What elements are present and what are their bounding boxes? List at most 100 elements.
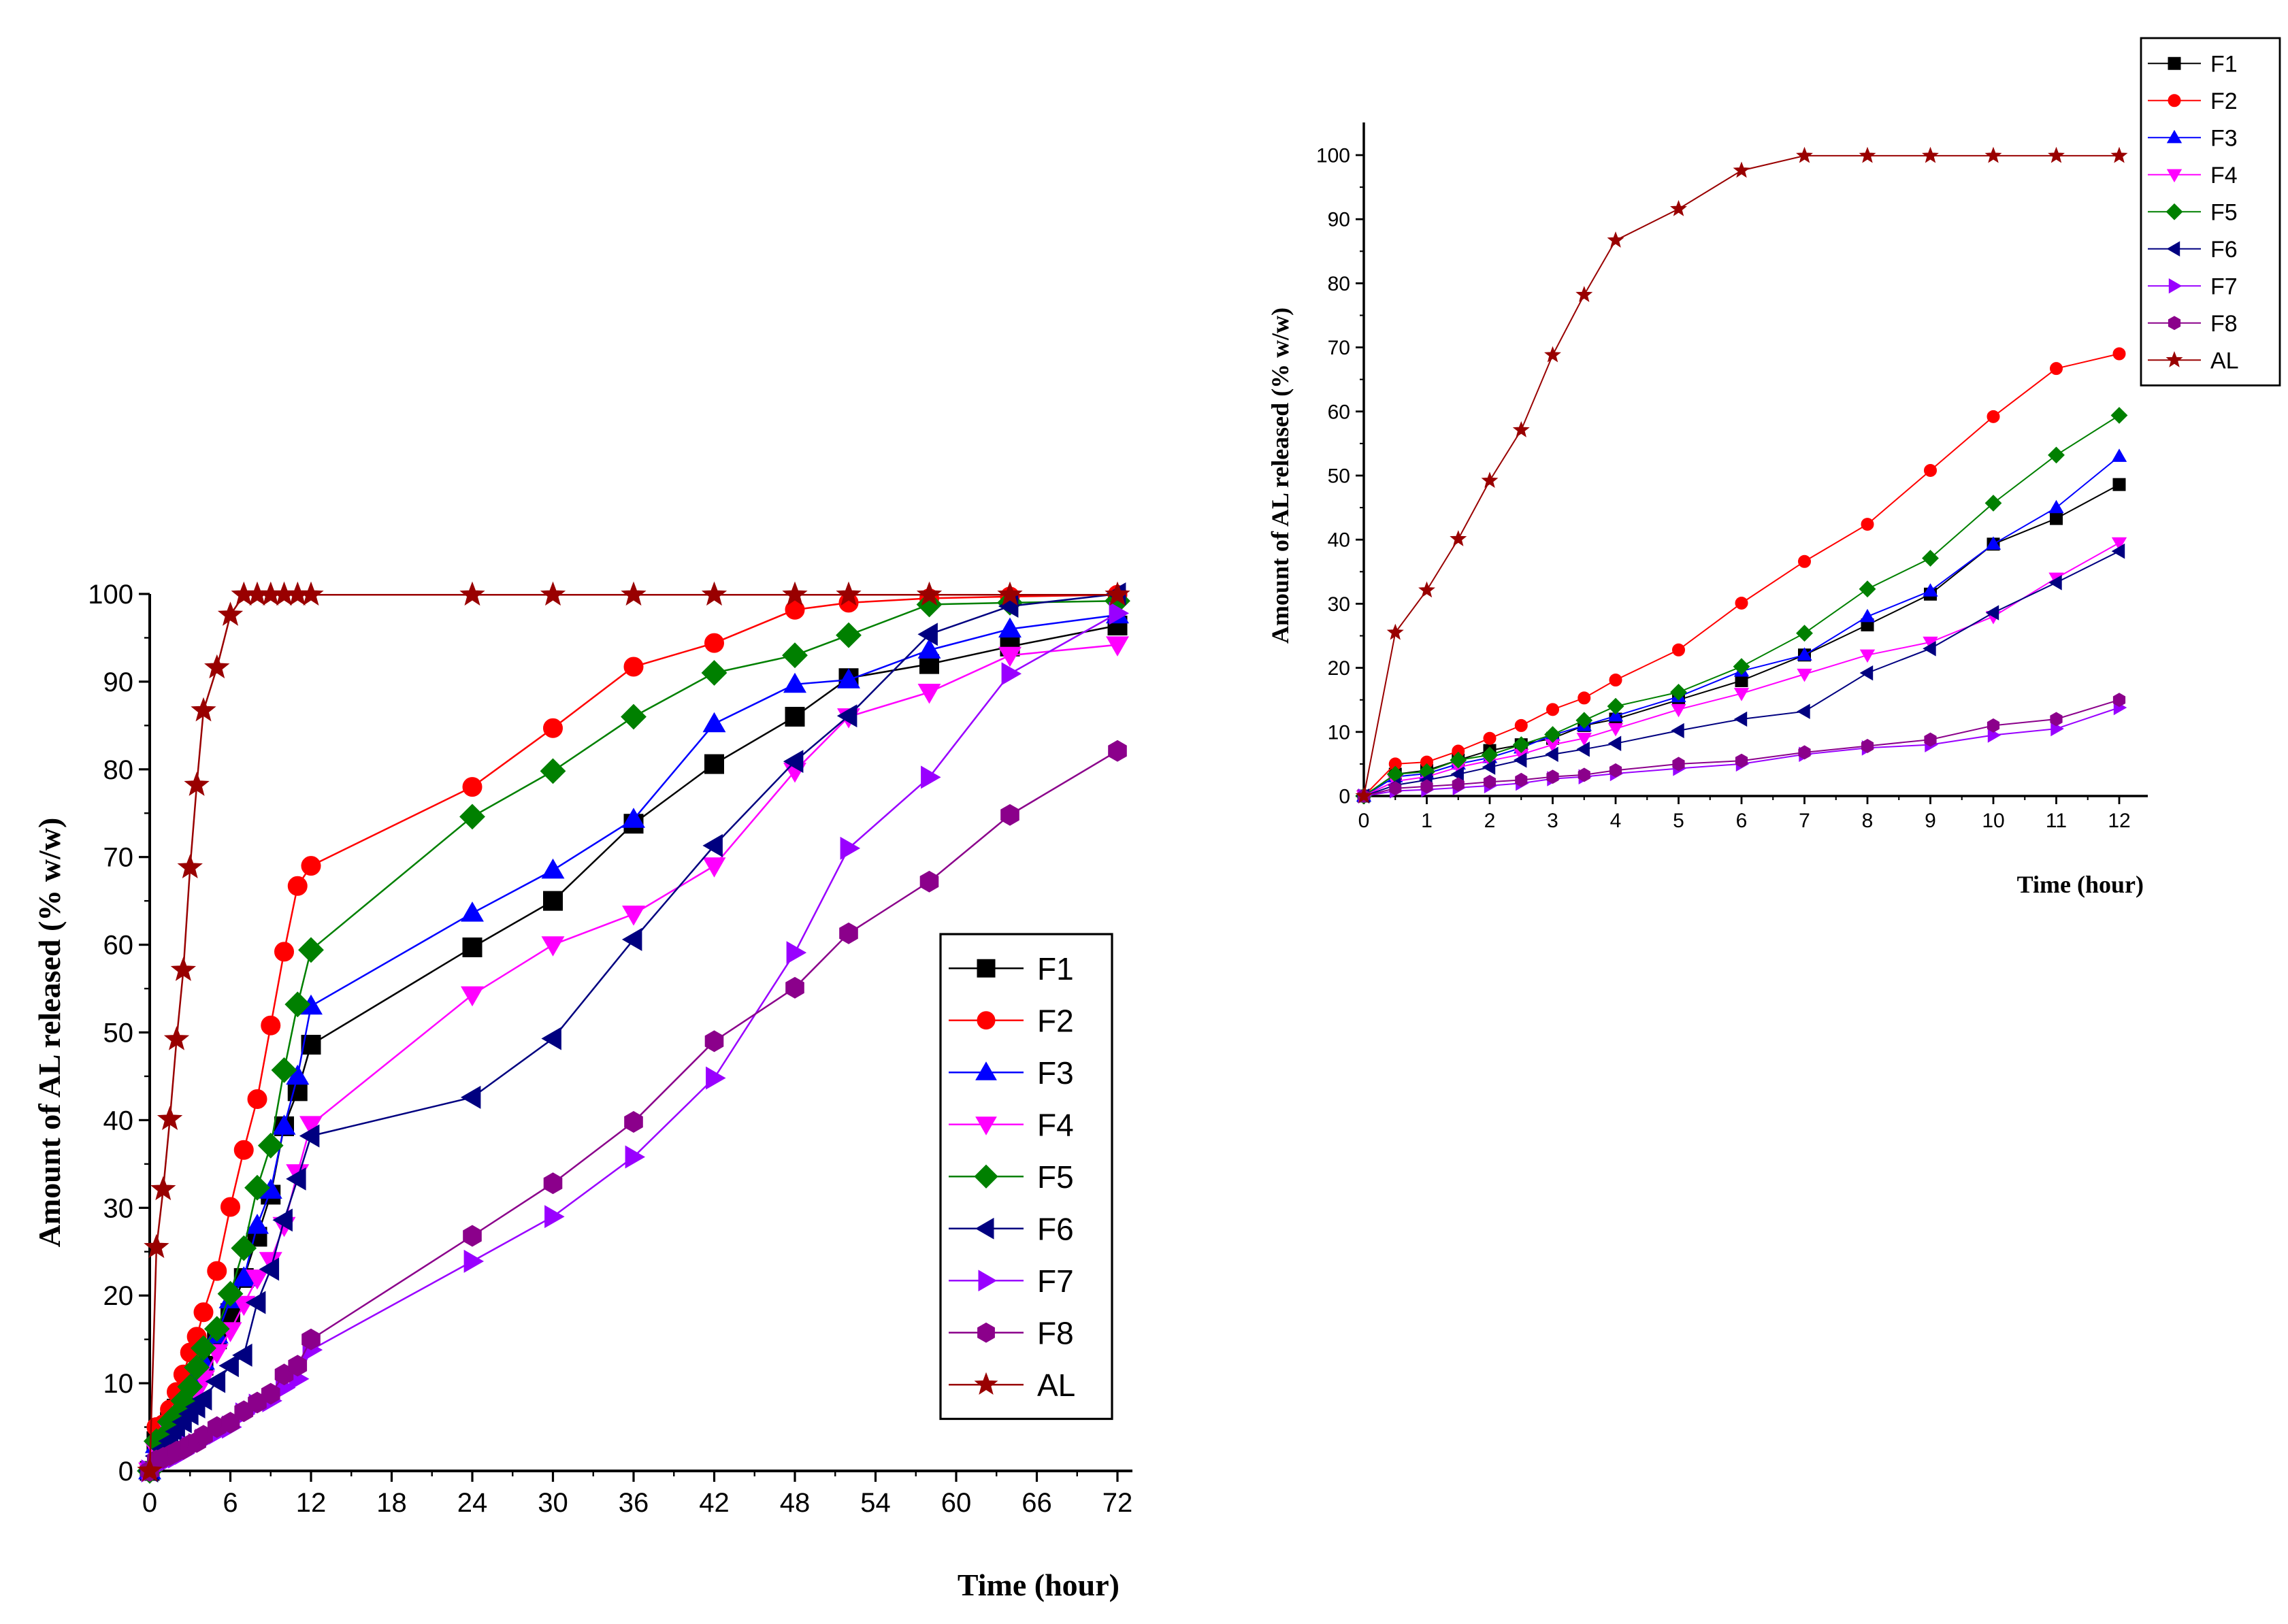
right-point-al — [1859, 146, 1876, 163]
right-point-f5 — [1796, 625, 1813, 642]
right-legend-marker-f8 — [2168, 316, 2181, 331]
right-point-f4 — [1733, 688, 1750, 701]
left-y-tick-label: 30 — [103, 1193, 134, 1223]
left-point-al — [157, 1106, 183, 1130]
left-point-f5 — [244, 1174, 270, 1201]
left-point-al — [204, 654, 230, 679]
left-point-f6 — [232, 1343, 252, 1367]
left-point-f2 — [301, 856, 321, 876]
left-y-tick-label: 10 — [103, 1369, 134, 1399]
left-point-f3 — [622, 808, 645, 828]
left-y-tick-label: 40 — [103, 1106, 134, 1136]
left-point-f7 — [706, 1066, 726, 1090]
right-point-f6 — [1985, 605, 1999, 620]
left-point-al — [150, 1176, 176, 1201]
right-legend-label-f1: F1 — [2210, 51, 2238, 77]
left-point-f3 — [246, 1213, 269, 1234]
left-y-tick-label: 0 — [118, 1457, 133, 1487]
right-point-f2 — [1483, 731, 1497, 745]
left-x-tick-label: 42 — [699, 1488, 730, 1518]
right-y-axis-title: Amount of AL released (% w/w) — [1266, 308, 1294, 644]
right-point-f3 — [1797, 647, 1812, 661]
left-point-f2 — [207, 1261, 227, 1281]
left-point-f5 — [257, 1132, 284, 1159]
left-point-al — [540, 581, 566, 606]
left-point-f4 — [246, 1270, 269, 1290]
right-point-al — [2048, 146, 2065, 163]
left-point-f2 — [543, 718, 563, 738]
left-point-f6 — [259, 1257, 280, 1281]
right-point-f2 — [1798, 554, 1811, 568]
right-legend-label-f6: F6 — [2210, 237, 2238, 263]
right-y-tick-label: 80 — [1328, 273, 1350, 295]
left-y-tick-label: 70 — [103, 843, 134, 873]
right-y-tick-label: 10 — [1328, 721, 1350, 744]
left-point-f3 — [232, 1266, 256, 1287]
right-point-f6 — [1671, 723, 1684, 739]
left-legend-marker-f3 — [975, 1061, 997, 1080]
right-point-f5 — [1670, 683, 1687, 701]
left-point-f5 — [298, 937, 324, 963]
left-point-al — [916, 581, 943, 606]
left-point-f2 — [287, 876, 308, 896]
left-point-f6 — [191, 1387, 212, 1411]
right-y-tick-label: 50 — [1328, 465, 1350, 488]
right-series-line-f1 — [1363, 484, 2120, 797]
left-point-al — [163, 1026, 190, 1050]
left-point-f6 — [218, 1354, 239, 1378]
right-point-f4 — [1797, 668, 1812, 682]
right-point-f6 — [1859, 665, 1874, 681]
right-y-tick-label: 30 — [1328, 593, 1350, 616]
left-point-f8 — [839, 922, 858, 944]
left-point-f7 — [921, 765, 941, 789]
left-legend-label-f2: F2 — [1037, 1003, 1074, 1038]
right-point-f5 — [1859, 580, 1876, 598]
left-x-tick-label: 72 — [1102, 1488, 1133, 1518]
left-point-f4 — [622, 906, 645, 926]
right-point-al — [1481, 471, 1499, 488]
left-point-al — [137, 1457, 163, 1482]
right-legend-marker-f5 — [2166, 203, 2183, 220]
left-point-f5 — [203, 1316, 230, 1342]
right-point-al — [1512, 421, 1530, 437]
right-point-f6 — [1607, 735, 1622, 751]
left-point-f5 — [836, 622, 862, 648]
left-legend-label-f7: F7 — [1037, 1263, 1074, 1299]
right-point-f5 — [1922, 550, 1939, 567]
left-point-al — [191, 697, 216, 722]
right-x-tick-label: 8 — [1862, 810, 1874, 832]
right-point-f3 — [1923, 583, 1938, 597]
left-point-f5 — [621, 703, 647, 730]
left-point-f4 — [702, 857, 726, 878]
left-point-f2 — [704, 633, 724, 653]
left-point-f5 — [271, 1057, 297, 1083]
right-point-f8 — [1578, 767, 1590, 782]
right-point-f4 — [2111, 537, 2127, 551]
left-y-tick-label: 80 — [103, 755, 134, 785]
right-point-f6 — [1733, 711, 1748, 727]
left-legend-marker-f7 — [978, 1270, 998, 1292]
right-point-f4 — [1607, 723, 1624, 737]
right-x-tick-label: 6 — [1736, 810, 1748, 832]
left-point-f4 — [299, 1116, 323, 1136]
right-legend-marker-f3 — [2166, 129, 2183, 144]
left-point-f2 — [623, 657, 644, 677]
left-legend-label-f8: F8 — [1037, 1315, 1074, 1350]
left-legend-label-f3: F3 — [1037, 1055, 1074, 1091]
left-point-f6 — [299, 1124, 320, 1148]
right-point-f2 — [1924, 463, 1937, 477]
right-legend: F1 F2 F3 F4 F5 F6 F7 F8 AL — [2140, 37, 2281, 386]
right-point-f5 — [1544, 726, 1561, 744]
left-x-axis-title: Time (hour) — [958, 1568, 1120, 1602]
right-point-al — [1670, 199, 1687, 216]
right-x-tick-label: 5 — [1673, 810, 1684, 832]
left-legend-marker-al — [974, 1372, 998, 1395]
left-point-al — [836, 581, 862, 606]
right-series-f3 — [1356, 448, 2127, 802]
left-point-f1 — [287, 1081, 308, 1101]
left-point-f6 — [621, 927, 642, 951]
left-point-f8 — [301, 1328, 321, 1350]
left-point-f6 — [205, 1370, 226, 1393]
left-point-f2 — [261, 1015, 281, 1035]
